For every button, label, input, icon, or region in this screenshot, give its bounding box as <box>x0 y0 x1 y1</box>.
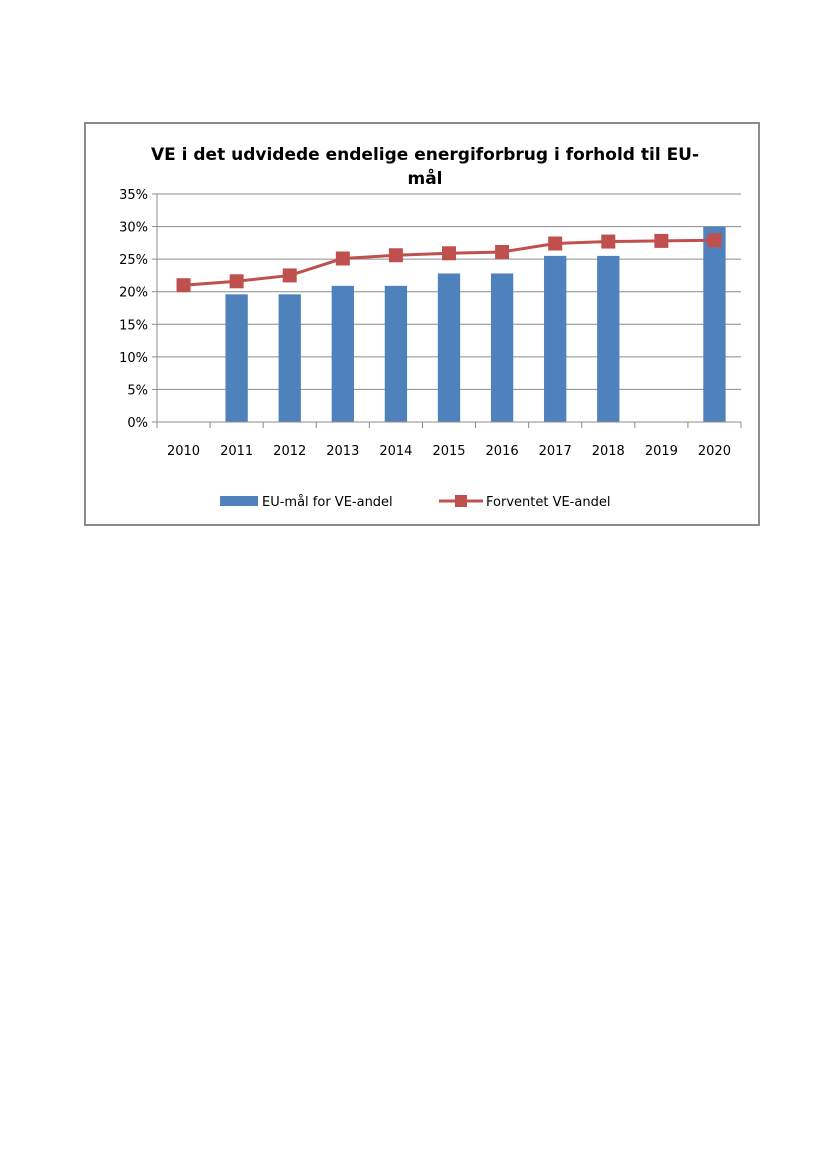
line-marker-2011 <box>229 274 244 289</box>
x-tick-label: 2015 <box>432 444 465 459</box>
x-tick-label: 2012 <box>273 444 306 459</box>
bar-2012 <box>278 294 301 422</box>
chart-title-line-1: VE i det udvidede endelige energiforbrug… <box>151 145 699 165</box>
x-tick-label: 2019 <box>645 444 678 459</box>
chart: VE i det udvidede endelige energiforbrug… <box>119 145 742 510</box>
line-series <box>176 233 722 293</box>
legend: EU-mål for VE-andel Forventet VE-andel <box>220 495 610 510</box>
legend-swatch-marker <box>455 495 467 507</box>
x-tick-label: 2013 <box>326 444 359 459</box>
bar-2016 <box>490 273 514 422</box>
bar-2020 <box>703 226 726 422</box>
y-tick-label: 10% <box>119 351 148 366</box>
legend-label-line: Forventet VE-andel <box>486 495 610 510</box>
line-marker-2016 <box>495 244 510 259</box>
y-tick-label: 30% <box>119 221 148 236</box>
x-tick-label: 2017 <box>539 444 572 459</box>
y-tick-label: 20% <box>119 286 148 301</box>
bar-2014 <box>384 285 408 422</box>
x-tick-label: 2018 <box>592 444 625 459</box>
y-tick-label: 5% <box>127 383 148 398</box>
y-tick-label: 15% <box>119 318 148 333</box>
line-marker-2018 <box>601 234 616 249</box>
chart-frame: VE i det udvidede endelige energiforbrug… <box>84 122 760 526</box>
bar-2017 <box>544 255 567 422</box>
line-marker-2017 <box>548 236 563 251</box>
bar-2013 <box>331 285 354 422</box>
y-tick-label: 35% <box>119 188 148 203</box>
line-marker-2020 <box>707 233 722 248</box>
bar-series <box>225 226 726 422</box>
line-marker-2015 <box>442 246 456 261</box>
legend-label-bar: EU-mål for VE-andel <box>262 495 393 510</box>
x-axis-ticks: 2010 2011 2012 2013 2014 2015 2016 2017 2018 2019… <box>167 444 731 459</box>
chart-title-line-2: mål <box>407 167 442 189</box>
legend-swatch-bar <box>220 496 258 506</box>
x-tick-label: 2010 <box>167 444 200 459</box>
x-tick-label: 2016 <box>486 444 519 459</box>
x-axis <box>156 421 742 428</box>
line-marker-2010 <box>176 278 191 293</box>
line-marker-2012 <box>282 268 297 283</box>
y-axis-ticks: 0% 5% 10% 15% 20% 25% 30% 35% <box>119 188 158 431</box>
line-marker-2013 <box>335 251 350 266</box>
y-tick-label: 0% <box>127 416 148 431</box>
x-tick-label: 2014 <box>379 444 412 459</box>
x-tick-label: 2020 <box>698 444 731 459</box>
bar-2011 <box>225 294 248 422</box>
bar-2015 <box>437 273 461 422</box>
line-marker-2019 <box>654 233 669 248</box>
x-tick-label: 2011 <box>220 444 253 459</box>
line-marker-2014 <box>388 248 403 263</box>
y-tick-label: 25% <box>119 253 148 268</box>
bar-2018 <box>597 255 620 422</box>
